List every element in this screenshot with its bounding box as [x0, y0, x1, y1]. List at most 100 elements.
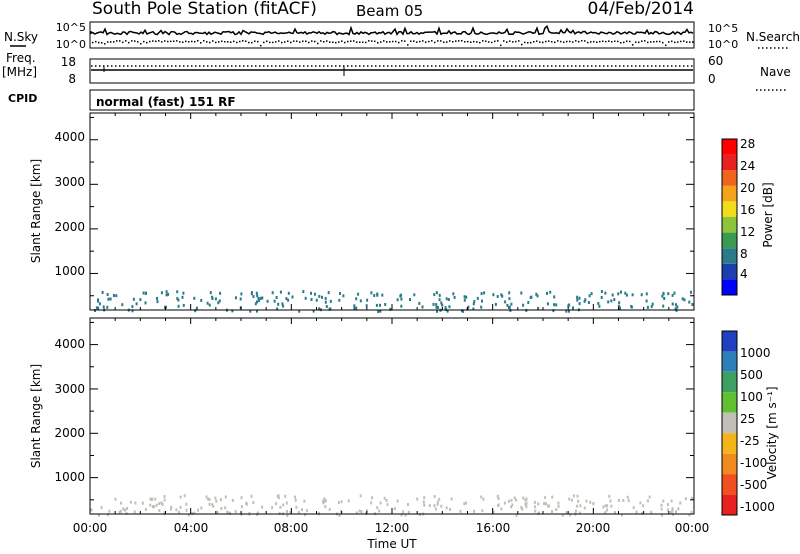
- data-cell: [324, 296, 327, 300]
- data-cell: [271, 291, 274, 295]
- data-cell: [671, 302, 674, 306]
- velocity-panel: [89, 317, 695, 517]
- power-colorbar-block: [722, 201, 737, 217]
- power-colorbar-block: [722, 232, 737, 249]
- station-title: South Pole Station (fitACF): [92, 0, 317, 19]
- data-cell: [144, 301, 147, 305]
- data-cell: [650, 305, 653, 309]
- power-colorbar-block: [722, 217, 737, 233]
- data-cell: [674, 307, 677, 311]
- noise-search-point: [113, 41, 115, 43]
- noise-right-tick-bottom: 10^0: [708, 38, 738, 51]
- data-cell: [375, 303, 378, 307]
- data-cell: [357, 292, 360, 296]
- data-cell: [546, 291, 548, 295]
- noise-search-point: [122, 41, 124, 44]
- data-cell: [583, 299, 586, 303]
- noise-search-point: [671, 40, 673, 43]
- noise-search-point: [536, 40, 538, 42]
- data-cell: [177, 298, 180, 302]
- noise-search-point: [167, 40, 169, 43]
- noise-search-point: [119, 40, 121, 42]
- data-cell: [527, 301, 530, 304]
- noise-search-point: [584, 40, 586, 42]
- noise-sky-line: [90, 25, 694, 36]
- noise-search-point: [521, 43, 523, 46]
- data-cell: [446, 309, 449, 313]
- noise-search-point: [206, 41, 208, 43]
- noise-search-point: [389, 41, 391, 43]
- data-cell: [156, 296, 158, 300]
- noise-search-point: [512, 41, 514, 43]
- noise-search-point: [251, 41, 253, 44]
- noise-search-point: [350, 40, 352, 42]
- data-cell: [315, 298, 318, 302]
- data-cell: [181, 295, 184, 299]
- noise-search-point: [347, 40, 349, 43]
- data-cell: [549, 290, 552, 294]
- data-cell: [281, 302, 284, 306]
- data-cell: [476, 296, 479, 300]
- data-cell: [453, 295, 456, 299]
- data-cell: [258, 299, 261, 303]
- data-cell: [433, 293, 436, 297]
- data-cell: [156, 300, 159, 304]
- data-cell: [131, 309, 134, 313]
- noise-search-point: [650, 41, 652, 43]
- noise-search-point: [404, 40, 406, 42]
- noise-search-point: [545, 40, 547, 43]
- data-cell: [662, 304, 665, 308]
- data-cell: [359, 299, 362, 303]
- data-cell: [436, 306, 439, 309]
- noise-search-point: [533, 41, 535, 43]
- data-cell: [572, 306, 574, 310]
- noise-search-point: [200, 42, 202, 44]
- noise-search-point: [278, 40, 280, 42]
- noise-search-point: [215, 41, 217, 44]
- data-cell: [109, 297, 112, 301]
- data-cell: [101, 291, 104, 294]
- data-cell: [261, 296, 264, 300]
- noise-search-point: [581, 40, 583, 42]
- noise-search-point: [254, 40, 256, 42]
- noise-search-point: [95, 40, 97, 43]
- data-cell: [275, 296, 278, 299]
- power-colorbar-block: [722, 170, 737, 186]
- noise-search-point: [329, 41, 331, 43]
- data-cell: [231, 309, 234, 313]
- data-cell: [182, 303, 185, 307]
- noise-search-point: [179, 41, 181, 43]
- noise-search-point: [233, 40, 235, 43]
- data-cell: [681, 297, 684, 301]
- noise-search-point: [656, 40, 658, 43]
- noise-search-point: [362, 41, 364, 43]
- noise-search-point: [134, 40, 136, 42]
- data-cell: [240, 292, 243, 296]
- data-cell: [338, 298, 341, 302]
- data-cell: [400, 304, 403, 308]
- data-cell: [209, 291, 212, 295]
- power-ylabel: Slant Range [km]: [29, 159, 43, 263]
- data-cell: [310, 291, 312, 295]
- data-cell: [106, 293, 109, 296]
- power-cbar-tick: 28: [740, 137, 755, 151]
- data-cell: [182, 291, 185, 295]
- data-cell: [506, 303, 509, 307]
- data-cell: [107, 297, 110, 301]
- data-cell: [200, 298, 203, 302]
- data-cell: [255, 291, 258, 295]
- data-cell: [314, 292, 316, 296]
- noise-search-point: [674, 41, 676, 44]
- data-cell: [256, 294, 259, 298]
- data-cell: [206, 301, 209, 305]
- noise-search-point: [386, 41, 388, 43]
- nsky-label: N.Sky: [4, 30, 38, 44]
- data-cell: [494, 302, 497, 306]
- noise-search-point: [188, 41, 190, 43]
- data-cell: [667, 292, 670, 296]
- noise-search-point: [338, 41, 340, 43]
- data-cell: [353, 306, 356, 310]
- data-cell: [249, 309, 252, 313]
- noise-search-point: [542, 41, 544, 44]
